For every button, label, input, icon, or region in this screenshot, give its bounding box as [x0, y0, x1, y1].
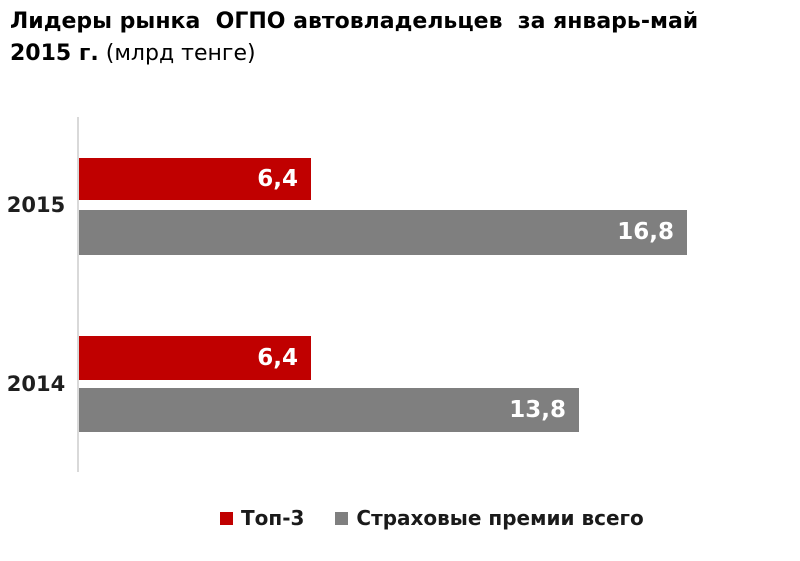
- category-label-2015: 2015: [6, 193, 66, 217]
- bar-value-label: 6,4: [257, 344, 298, 371]
- chart-title: Лидеры рынка ОГПО автовладельцев за янва…: [10, 6, 698, 70]
- category-label-2014: 2014: [6, 372, 66, 396]
- legend-label-total-premiums: Страховые премии всего: [356, 506, 644, 530]
- bar-value-label: 16,8: [617, 219, 674, 245]
- bar-value-label: 13,8: [509, 396, 566, 423]
- chart-title-units: (млрд тенге): [98, 41, 256, 66]
- bar-value-label: 6,4: [257, 165, 298, 192]
- bar-top3-2015: 6,4: [79, 158, 311, 200]
- legend-item-total-premiums: Страховые премии всего: [335, 506, 644, 530]
- legend-swatch-total-premiums: [335, 511, 349, 525]
- legend-item-top3: Топ-3: [220, 506, 304, 530]
- bar-top3-2014: 6,4: [79, 336, 311, 380]
- legend-label-top3: Топ-3: [241, 506, 305, 530]
- chart-title-year: 2015 г.: [10, 41, 99, 66]
- legend-swatch-top3: [220, 511, 233, 525]
- legend: Топ-3 Страховые премии всего: [220, 506, 644, 530]
- y-axis-line: [77, 117, 79, 472]
- bar-total-premiums-2015: 16,8: [79, 210, 687, 255]
- chart-title-line1: Лидеры рынка ОГПО автовладельцев за янва…: [10, 9, 699, 34]
- bar-total-premiums-2014: 13,8: [79, 388, 579, 432]
